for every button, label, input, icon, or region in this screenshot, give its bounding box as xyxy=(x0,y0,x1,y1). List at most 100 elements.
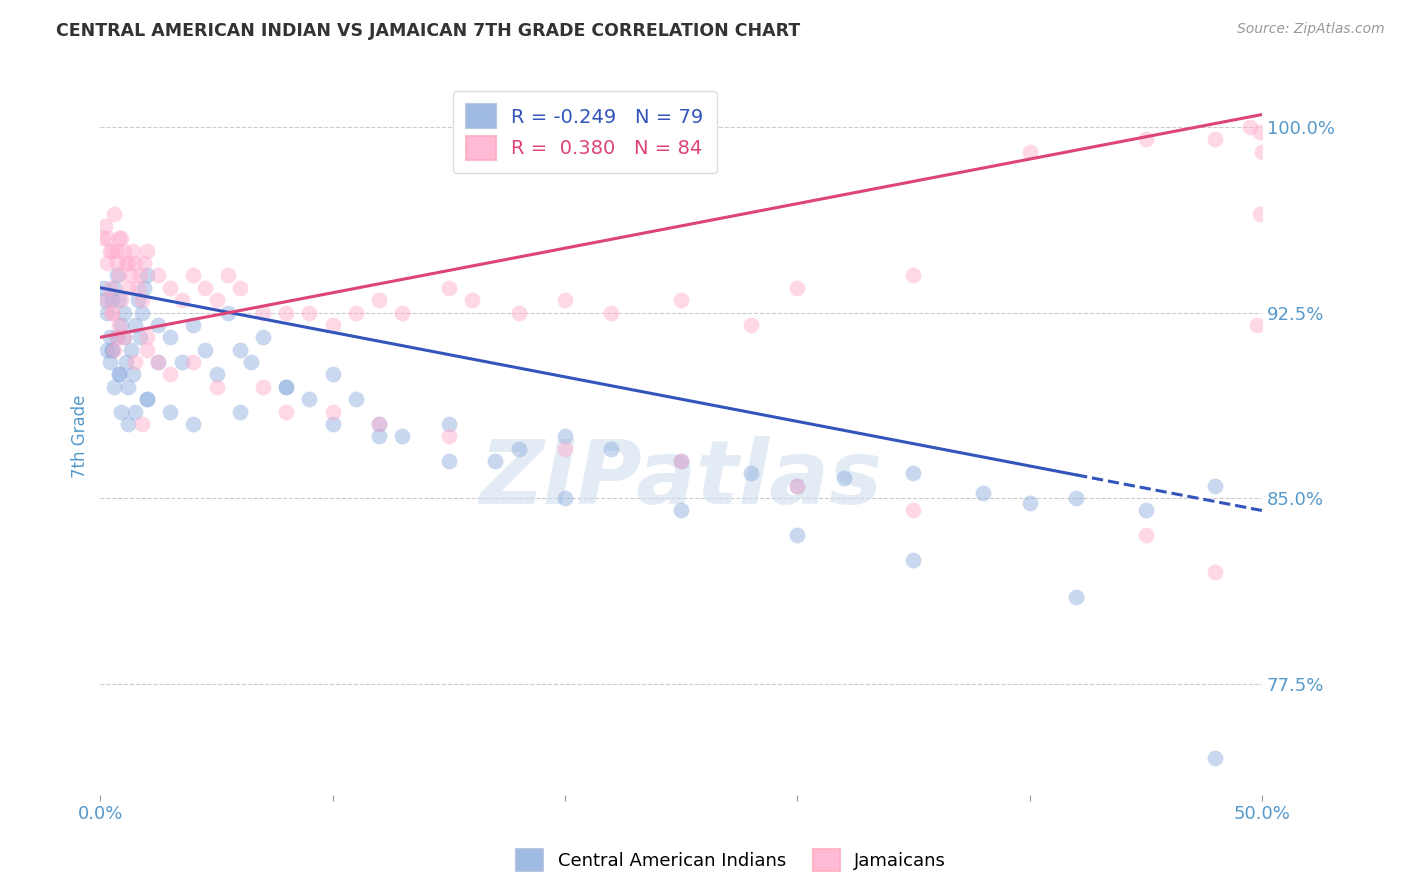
Text: ZIPatlas: ZIPatlas xyxy=(479,436,883,523)
Point xyxy=(105,330,128,344)
Point xyxy=(368,429,391,443)
Point xyxy=(98,281,121,295)
Point xyxy=(832,471,855,485)
Point xyxy=(115,355,138,369)
Point xyxy=(322,368,344,382)
Point xyxy=(112,244,135,258)
Point xyxy=(368,417,391,431)
Point xyxy=(1204,751,1226,765)
Point xyxy=(96,231,118,245)
Point xyxy=(128,268,150,283)
Point xyxy=(101,244,124,258)
Point xyxy=(108,231,131,245)
Point xyxy=(181,268,204,283)
Point xyxy=(122,368,145,382)
Point xyxy=(120,268,142,283)
Point xyxy=(740,318,762,332)
Text: CENTRAL AMERICAN INDIAN VS JAMAICAN 7TH GRADE CORRELATION CHART: CENTRAL AMERICAN INDIAN VS JAMAICAN 7TH … xyxy=(56,22,800,40)
Point xyxy=(110,231,132,245)
Point xyxy=(94,219,117,233)
Point xyxy=(322,318,344,332)
Point xyxy=(112,305,135,319)
Point xyxy=(108,293,131,307)
Point xyxy=(1204,566,1226,580)
Point xyxy=(669,454,692,468)
Point xyxy=(128,330,150,344)
Point xyxy=(148,355,170,369)
Point xyxy=(508,305,530,319)
Point xyxy=(903,268,925,283)
Point xyxy=(276,380,298,394)
Point xyxy=(903,503,925,517)
Point xyxy=(205,293,228,307)
Point xyxy=(786,281,808,295)
Point xyxy=(252,330,274,344)
Point xyxy=(298,392,321,406)
Point xyxy=(554,293,576,307)
Point xyxy=(344,305,367,319)
Point xyxy=(1018,496,1040,510)
Point xyxy=(903,553,925,567)
Legend: Central American Indians, Jamaicans: Central American Indians, Jamaicans xyxy=(509,842,953,879)
Point xyxy=(170,293,193,307)
Point xyxy=(108,368,131,382)
Point xyxy=(181,417,204,431)
Point xyxy=(229,404,252,418)
Point xyxy=(298,305,321,319)
Point xyxy=(135,330,157,344)
Point xyxy=(669,293,692,307)
Point xyxy=(98,244,121,258)
Point xyxy=(105,256,128,270)
Point xyxy=(159,404,181,418)
Point xyxy=(110,318,132,332)
Point xyxy=(159,330,181,344)
Point xyxy=(105,268,128,283)
Point xyxy=(181,318,204,332)
Point xyxy=(786,528,808,542)
Point xyxy=(135,244,157,258)
Point xyxy=(276,305,298,319)
Point xyxy=(124,256,146,270)
Point xyxy=(105,244,128,258)
Point xyxy=(108,318,131,332)
Point xyxy=(484,454,506,468)
Point xyxy=(131,293,153,307)
Point xyxy=(135,268,157,283)
Point xyxy=(205,368,228,382)
Point xyxy=(131,417,153,431)
Point xyxy=(437,454,460,468)
Point xyxy=(669,503,692,517)
Point xyxy=(252,380,274,394)
Point xyxy=(91,231,114,245)
Point xyxy=(117,256,139,270)
Point xyxy=(322,417,344,431)
Point xyxy=(98,355,121,369)
Point xyxy=(101,343,124,357)
Point xyxy=(124,355,146,369)
Point xyxy=(159,281,181,295)
Point xyxy=(1135,503,1157,517)
Point xyxy=(115,256,138,270)
Point xyxy=(101,305,124,319)
Point xyxy=(120,343,142,357)
Point xyxy=(1064,491,1087,505)
Point xyxy=(135,392,157,406)
Point xyxy=(322,404,344,418)
Point xyxy=(554,442,576,456)
Point xyxy=(344,392,367,406)
Point xyxy=(600,305,623,319)
Point xyxy=(508,442,530,456)
Point xyxy=(1249,125,1271,139)
Point xyxy=(96,305,118,319)
Legend: R = -0.249   N = 79, R =  0.380   N = 84: R = -0.249 N = 79, R = 0.380 N = 84 xyxy=(453,91,717,173)
Point xyxy=(96,256,118,270)
Point xyxy=(554,491,576,505)
Text: Source: ZipAtlas.com: Source: ZipAtlas.com xyxy=(1237,22,1385,37)
Point xyxy=(117,380,139,394)
Point xyxy=(134,281,156,295)
Point xyxy=(101,293,124,307)
Point xyxy=(101,343,124,357)
Point xyxy=(205,380,228,394)
Point xyxy=(124,404,146,418)
Point xyxy=(276,404,298,418)
